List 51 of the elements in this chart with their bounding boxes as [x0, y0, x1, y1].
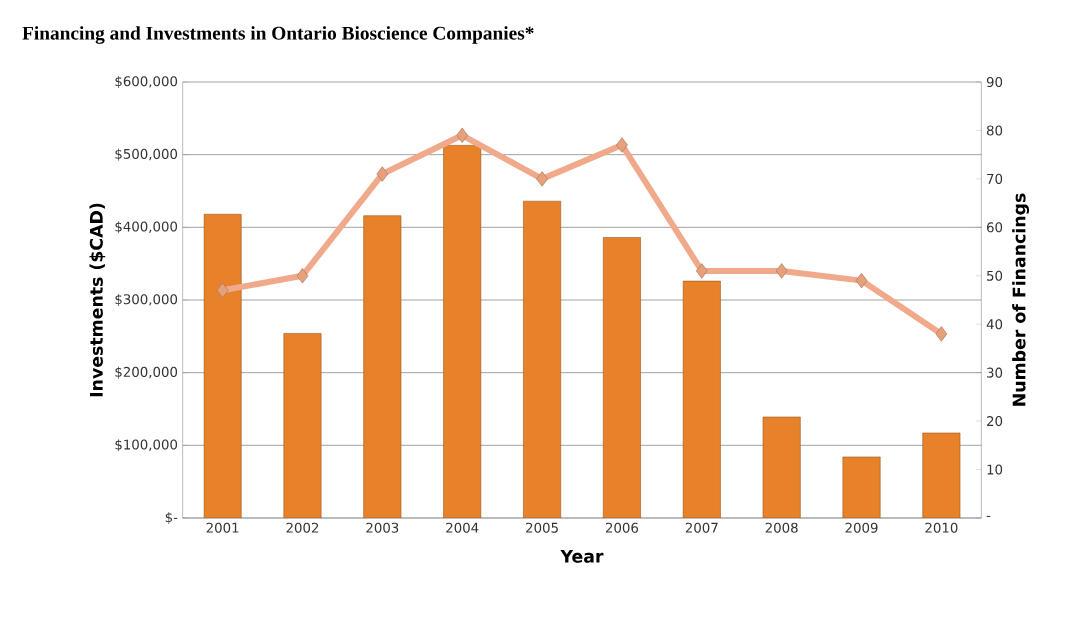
y-tick-label: $-	[165, 511, 178, 525]
y2-tick-label: 60	[986, 222, 1003, 233]
point	[616, 137, 628, 153]
point	[855, 272, 868, 289]
bar	[523, 200, 562, 518]
y2-tick-label: 10	[987, 464, 1003, 475]
x-tick-label: 2007	[685, 522, 718, 533]
x-tick-label: 2008	[765, 522, 798, 533]
y2-tick-label: 90	[986, 76, 1003, 88]
x-tick-label: 2009	[845, 522, 878, 533]
point	[775, 263, 788, 279]
y-tick-label: $200,000	[115, 366, 178, 379]
point	[456, 127, 469, 143]
y2-tick-label: 70	[987, 173, 1003, 184]
y-tick-label: $300,000	[115, 293, 178, 307]
point	[296, 268, 309, 284]
point	[216, 282, 229, 298]
bar	[603, 237, 641, 518]
y2-tick-label: -	[986, 515, 991, 517]
point	[695, 263, 708, 279]
bar	[203, 213, 242, 518]
x-tick-label: 2006	[605, 522, 639, 533]
bar	[443, 144, 482, 518]
point	[536, 171, 548, 187]
y-tick-label: $600,000	[115, 75, 178, 89]
x-tick-label: 2003	[366, 522, 399, 533]
y2-tick-label: 50	[987, 270, 1003, 281]
bar	[922, 432, 961, 518]
chart-title: Financing and Investments in Ontario Bioscience Companies*	[22, 26, 534, 44]
y-axis-title: Investments ($CAD)	[89, 203, 106, 397]
y-tick-label: $400,000	[115, 221, 178, 234]
point	[376, 166, 389, 182]
bar	[682, 280, 721, 518]
bar	[363, 215, 402, 518]
y-tick-label: $500,000	[115, 148, 178, 161]
y2-axis-title: Number of Financings	[1012, 193, 1030, 406]
x-tick-label: 2001	[206, 522, 239, 533]
y2-tick-label: 40	[986, 319, 1003, 330]
bar	[842, 456, 881, 518]
point	[935, 326, 948, 342]
y-tick-label: $100,000	[115, 439, 178, 452]
x-tick-label: 2002	[286, 522, 319, 533]
bar	[283, 333, 322, 518]
x-tick-label: 2010	[925, 522, 958, 533]
x-tick-label: 2005	[526, 522, 558, 533]
x-axis-title: Year	[560, 549, 604, 563]
y2-tick-label: 20	[987, 416, 1003, 427]
x-tick-label: 2004	[446, 522, 479, 533]
bar	[762, 416, 801, 518]
y2-tick-label: 80	[986, 125, 1003, 136]
y2-tick-label: 30	[987, 367, 1003, 378]
